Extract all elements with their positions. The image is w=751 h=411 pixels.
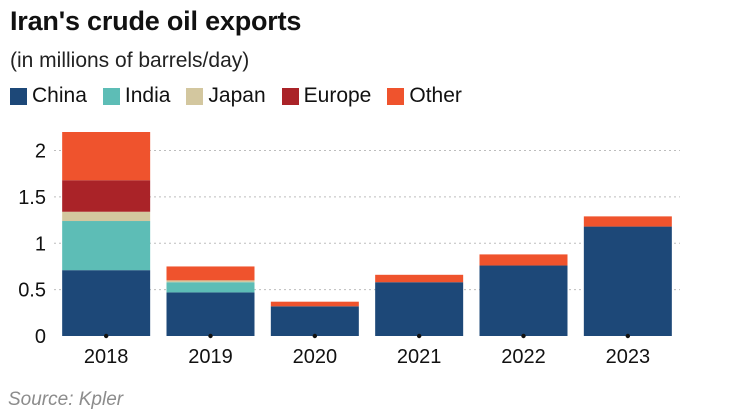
legend-swatch-india — [102, 87, 120, 105]
legend-label-india: India — [124, 84, 171, 107]
bar-2021-other — [375, 274, 464, 283]
legend-item-japan: Japan — [186, 84, 266, 108]
bar-2022-other — [479, 254, 568, 266]
bar-2020-other — [270, 301, 359, 307]
legend-item-other: Other — [387, 84, 462, 108]
bar-2018-india — [62, 221, 151, 271]
bar-2020-china — [270, 306, 359, 336]
source-note: Source: Kpler — [8, 389, 124, 410]
bar-2019-other — [166, 266, 255, 281]
bar-2021-china — [375, 282, 464, 336]
x-tick-mark-2021 — [416, 333, 422, 339]
y-tick-label-1.5: 1.5 — [18, 187, 46, 209]
legend-swatch-europe — [281, 87, 299, 105]
x-tick-label-2018: 2018 — [84, 346, 129, 368]
legend-swatch-china — [10, 87, 27, 105]
y-tick-label-0: 0 — [35, 326, 46, 348]
bar-2018-japan — [62, 211, 151, 222]
x-tick-mark-2019 — [208, 333, 213, 339]
legend-label-europe: Europe — [303, 84, 372, 107]
x-tick-label-2020: 2020 — [293, 346, 338, 368]
x-tick-mark-2023 — [625, 333, 631, 339]
y-tick-label-1: 1 — [35, 233, 46, 255]
x-tick-label-2023: 2023 — [606, 346, 651, 368]
bar-2023-china — [583, 226, 672, 336]
x-tick-label-2019: 2019 — [188, 346, 233, 368]
legend-item-india: India — [102, 84, 171, 108]
legend-label-other: Other — [409, 84, 462, 107]
legend-swatch-other — [387, 87, 405, 105]
y-tick-label-2: 2 — [35, 141, 46, 163]
x-tick-mark-2018 — [103, 333, 109, 339]
y-tick-label-0.5: 0.5 — [18, 280, 46, 302]
chart-subtitle: (in millions of barrels/day) — [10, 49, 250, 72]
x-tick-label-2021: 2021 — [397, 346, 442, 368]
legend-item-china: China — [10, 84, 87, 108]
legend-label-china: China — [32, 84, 87, 107]
legend-label-japan: Japan — [208, 84, 266, 107]
legend-swatch-japan — [186, 87, 204, 105]
bar-2019-japan — [166, 280, 255, 283]
legend: China India Japan Europe Other — [10, 84, 478, 108]
bar-2019-india — [166, 282, 255, 293]
bar-2022-china — [479, 265, 568, 336]
bar-2018-europe — [62, 180, 151, 212]
x-tick-label-2022: 2022 — [501, 346, 546, 368]
x-tick-mark-2020 — [312, 333, 318, 339]
bar-2018-china — [62, 270, 151, 336]
bar-2023-other — [583, 216, 672, 227]
bar-2018-other — [62, 132, 151, 181]
bar-2019-china — [166, 292, 255, 336]
chart-title: Iran's crude oil exports — [10, 6, 302, 36]
x-tick-mark-2022 — [521, 333, 526, 339]
legend-item-europe: Europe — [281, 84, 372, 108]
